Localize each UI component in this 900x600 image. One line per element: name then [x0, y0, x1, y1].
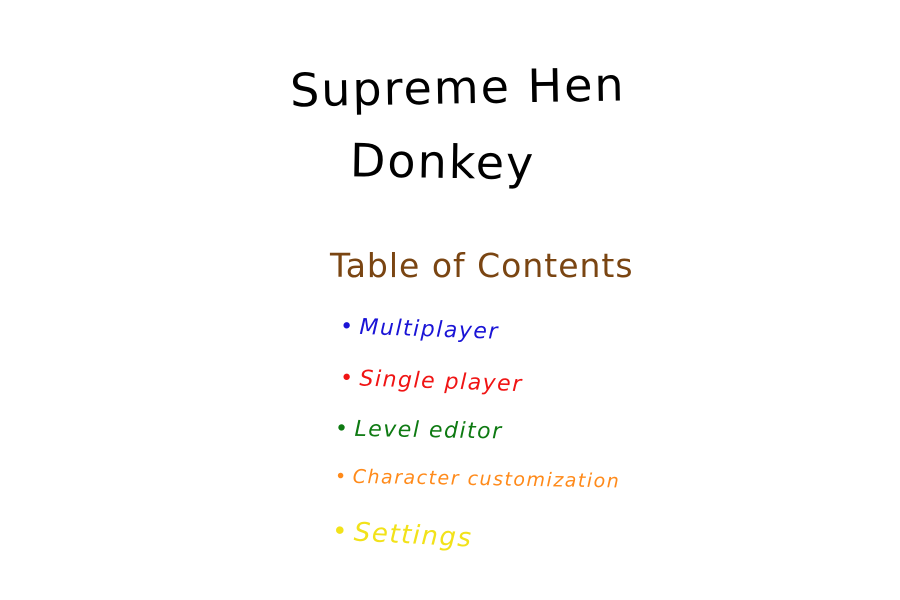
menu-item-label: Settings — [353, 517, 474, 554]
menu-item-character-customization[interactable]: • Character customization — [335, 466, 621, 493]
bullet-icon: • — [339, 365, 355, 392]
menu-item-label: Character customization — [352, 465, 621, 493]
menu-item-multiplayer[interactable]: • Multiplayer — [340, 314, 500, 345]
menu-item-single-player[interactable]: • Single player — [340, 366, 524, 397]
bullet-icon: • — [334, 465, 348, 488]
menu-item-settings[interactable]: • Settings — [331, 516, 473, 553]
menu-item-label: Single player — [359, 366, 524, 398]
menu-item-level-editor[interactable]: • Level editor — [335, 417, 503, 445]
bullet-icon: • — [331, 516, 350, 548]
menu-item-label: Level editor — [354, 416, 503, 445]
toc-heading: Table of Contents — [330, 246, 634, 285]
game-title-line-2: Donkey — [349, 133, 536, 191]
game-title-line-1: Supreme Hen — [289, 57, 627, 118]
bullet-icon: • — [334, 416, 350, 442]
menu-item-label: Multiplayer — [359, 314, 500, 345]
bullet-icon: • — [339, 314, 355, 340]
